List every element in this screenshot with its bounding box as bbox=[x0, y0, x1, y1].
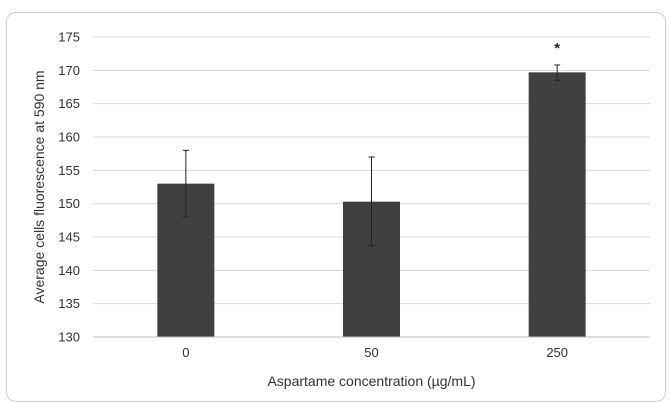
x-tick-label: 250 bbox=[546, 345, 568, 360]
y-tick-label: 165 bbox=[58, 96, 80, 111]
y-tick-label: 140 bbox=[58, 263, 80, 278]
y-tick-label: 145 bbox=[58, 230, 80, 245]
y-tick-label: 135 bbox=[58, 296, 80, 311]
y-tick-label: 170 bbox=[58, 63, 80, 78]
y-tick-label: 130 bbox=[58, 330, 80, 345]
error-bars: * bbox=[182, 40, 560, 247]
y-tick-label: 175 bbox=[58, 30, 80, 45]
x-tick-label: 50 bbox=[364, 345, 378, 360]
y-tick-label: 155 bbox=[58, 163, 80, 178]
y-axis-title: Average cells fluorescence at 590 nm bbox=[31, 70, 47, 303]
bar-250 bbox=[528, 72, 586, 337]
x-axis-ticks: 0 50 250 bbox=[182, 345, 568, 360]
x-tick-label: 0 bbox=[182, 345, 189, 360]
y-axis-ticks: 130 135 140 145 150 155 160 165 170 175 bbox=[58, 30, 80, 345]
y-tick-label: 150 bbox=[58, 196, 80, 211]
significance-marker: * bbox=[554, 40, 560, 57]
y-tick-label: 160 bbox=[58, 130, 80, 145]
x-axis-title: Aspartame concentration (µg/mL) bbox=[267, 373, 475, 389]
